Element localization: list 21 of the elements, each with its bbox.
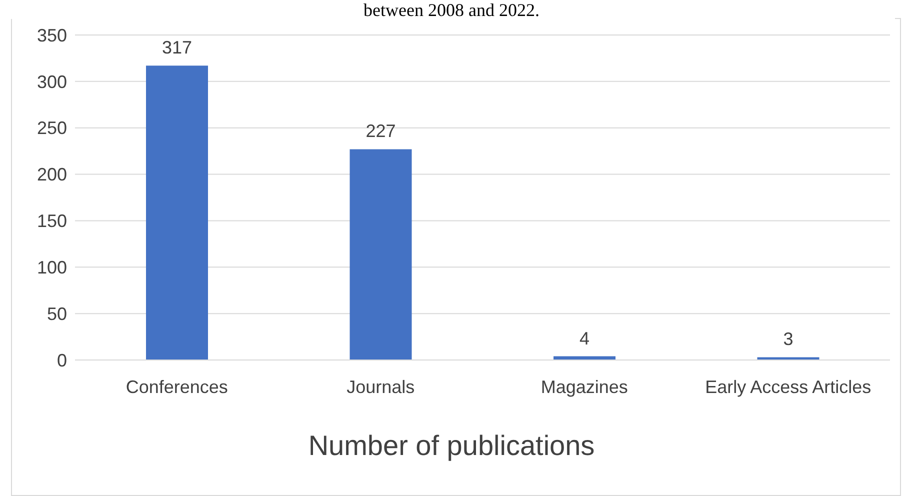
y-tick-label: 300: [36, 72, 67, 92]
data-label: 4: [579, 328, 590, 348]
data-label: 227: [366, 121, 396, 142]
y-tick-label: 200: [36, 164, 67, 185]
data-label: 3: [783, 329, 794, 350]
x-tick-label: Conferences: [126, 376, 228, 397]
data-label: 317: [162, 38, 192, 58]
text: between 2008 and 2022.: [8, 0, 895, 20]
bar: [757, 357, 820, 360]
y-tick-label: 100: [36, 258, 67, 278]
y-tick-label: 350: [36, 25, 67, 46]
y-tick-label: 0: [56, 350, 67, 370]
x-tick-label: Early Access Articles: [705, 376, 872, 397]
y-tick-label: 150: [36, 211, 67, 232]
x-tick-label: Journals: [346, 376, 415, 397]
y-tick-label: 50: [46, 304, 67, 324]
bar: [350, 149, 412, 360]
x-tick-label: Magazines: [540, 376, 628, 397]
text: Number of publications: [307, 430, 596, 462]
y-tick-label: 250: [36, 118, 67, 138]
bar: [146, 66, 208, 360]
